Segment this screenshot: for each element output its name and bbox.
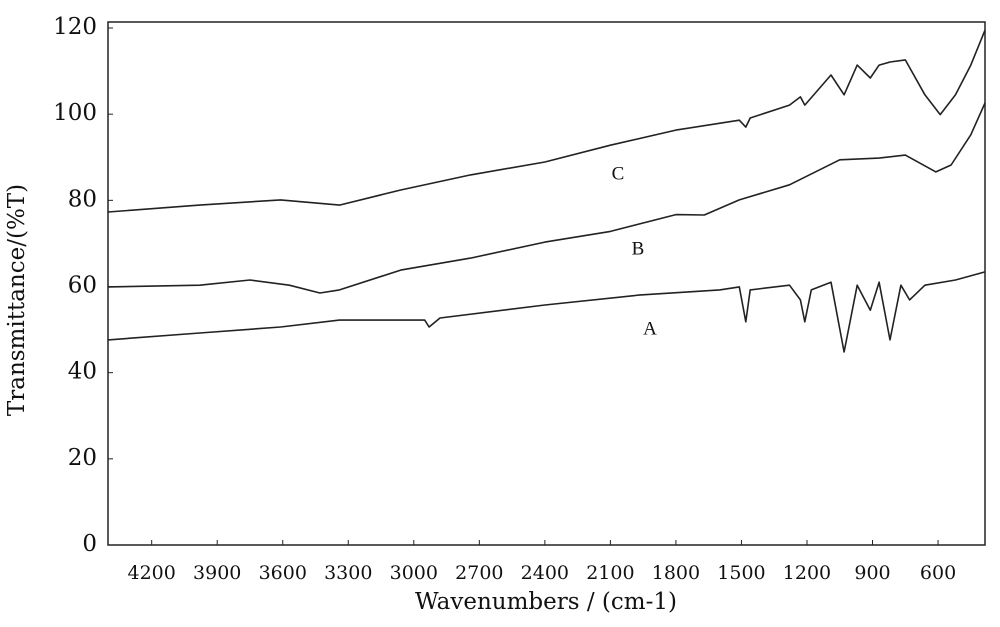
x-tick-label: 4200 [128, 562, 176, 584]
series-label: A [643, 318, 657, 339]
y-tick-label: 120 [53, 14, 97, 40]
x-tick-label: 1200 [783, 562, 831, 584]
series-label: B [632, 238, 645, 259]
x-tick-label: 3900 [193, 562, 241, 584]
x-tick-label: 3600 [259, 562, 307, 584]
y-tick-label: 40 [68, 359, 97, 385]
x-tick-label: 1800 [652, 562, 700, 584]
x-tick-label: 3000 [390, 562, 438, 584]
x-axis-title: Wavenumbers / (cm-1) [415, 589, 677, 615]
y-tick-label: 60 [68, 273, 97, 299]
plot-frame [107, 21, 986, 546]
x-tick-label: 2100 [586, 562, 634, 584]
spectrum-line [107, 102, 986, 294]
y-tick-label: 100 [53, 100, 97, 126]
x-tick-label: 1500 [717, 562, 765, 584]
x-tick-label: 900 [854, 562, 890, 584]
spectrum-line [107, 29, 986, 213]
y-axis-title: Transmittance/(%T) [4, 184, 30, 416]
y-tick-label: 80 [68, 186, 97, 212]
x-tick-label: 3300 [324, 562, 372, 584]
y-tick-label: 20 [68, 445, 97, 471]
y-tick-label: 0 [82, 531, 97, 557]
x-tick-label: 600 [920, 562, 956, 584]
spectrum-line [107, 271, 986, 353]
x-tick-label: 2400 [521, 562, 569, 584]
series-label: C [612, 163, 625, 184]
x-tick-label: 2700 [455, 562, 503, 584]
